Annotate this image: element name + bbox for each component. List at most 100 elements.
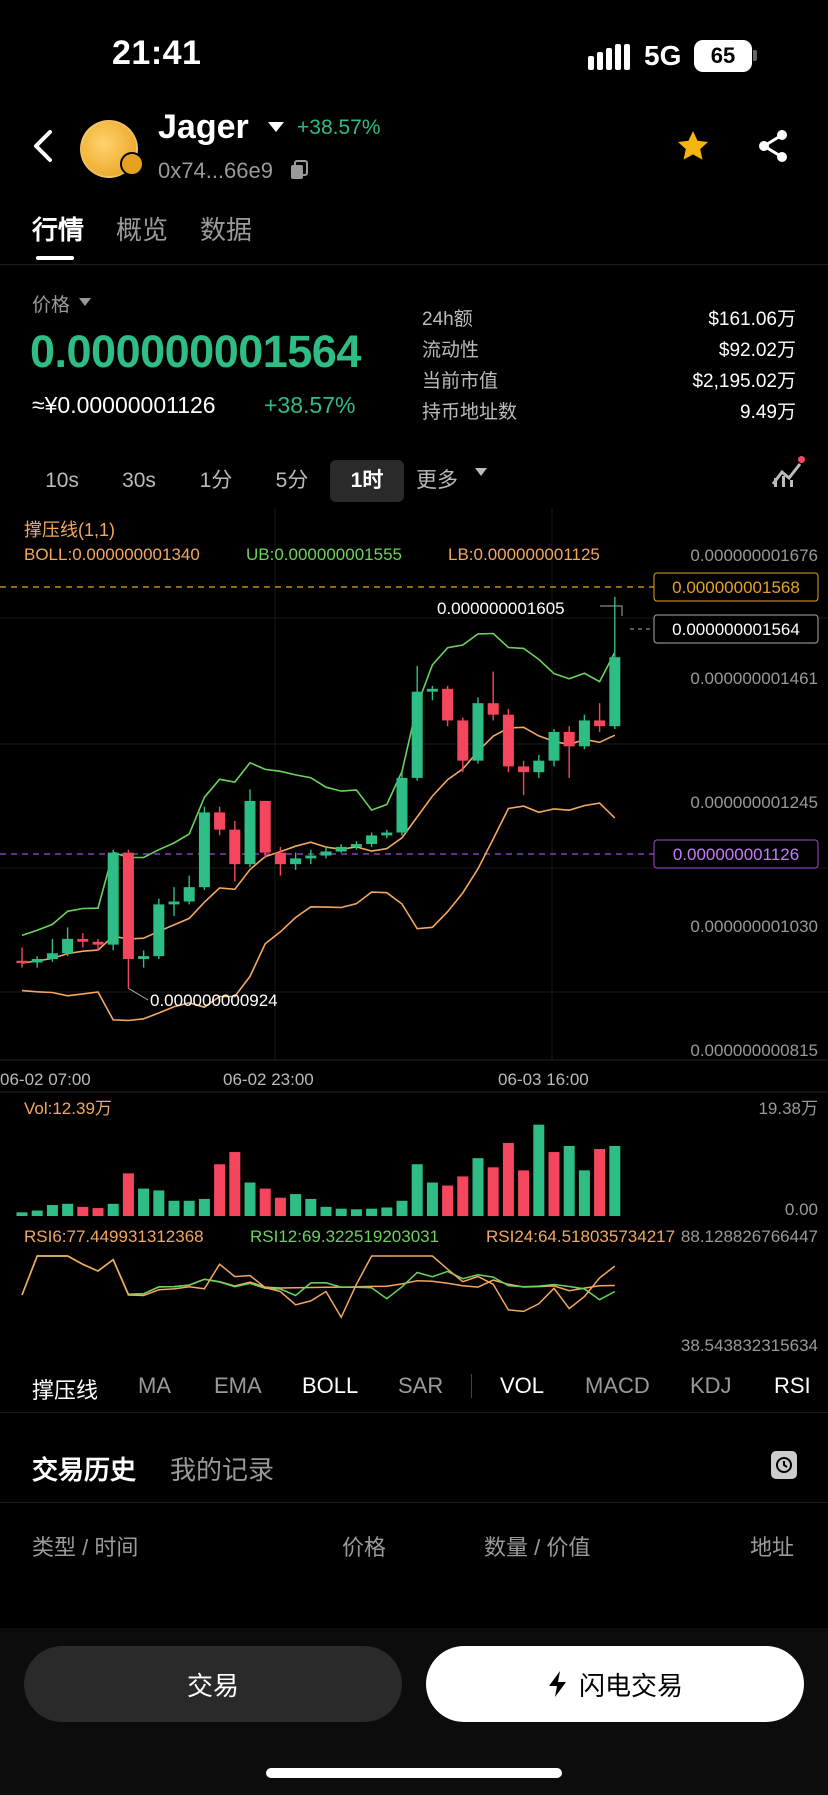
indicator-support[interactable]: 撑压线: [32, 1378, 99, 1403]
volume-bar: [198, 1198, 210, 1216]
candle: [487, 671, 499, 721]
chart-settings-icon[interactable]: [770, 458, 804, 488]
share-icon[interactable]: [756, 128, 790, 164]
price-label[interactable]: 价格: [32, 295, 71, 316]
lb-label: LB:0.000000001125: [448, 545, 600, 564]
candle: [578, 714, 590, 750]
time-axis-tick: 06-02 23:00: [223, 1070, 314, 1089]
trade-button-label: 交易: [186, 1670, 239, 1701]
interval-5m[interactable]: 5分: [275, 469, 309, 492]
indicator-ma[interactable]: MA: [138, 1373, 171, 1398]
indicator-kdj[interactable]: KDJ: [690, 1373, 732, 1398]
stat-value-holders: 9.49万: [740, 402, 796, 423]
current-price-tag: [653, 614, 819, 644]
indicator-sar[interactable]: SAR: [398, 1373, 444, 1398]
trade-button[interactable]: 交易: [24, 1646, 402, 1722]
candle: [138, 950, 150, 968]
candle: [502, 708, 514, 773]
interval-30s[interactable]: 30s: [122, 469, 156, 492]
candle: [563, 726, 575, 778]
volume-bar: [442, 1185, 454, 1216]
tab-trade-history[interactable]: 交易历史: [32, 1455, 137, 1485]
ub-line: [21, 632, 616, 937]
volume-bar: [31, 1210, 43, 1216]
rsi-min-label: 38.543832315634: [681, 1336, 818, 1355]
signal-icon: [588, 44, 630, 70]
indicator-ema[interactable]: EMA: [214, 1373, 262, 1398]
current-price-tag-text: 0.000000001564: [672, 620, 800, 639]
volume-bar: [77, 1206, 89, 1216]
token-name[interactable]: Jager: [158, 108, 249, 146]
price-cny-change: +38.57%: [264, 392, 356, 418]
support-tag: [653, 839, 819, 869]
volume-bar: [381, 1207, 393, 1216]
candle: [244, 789, 256, 868]
candle: [457, 717, 469, 773]
volume-bar: [168, 1200, 180, 1216]
interval-1h[interactable]: 1时: [330, 460, 404, 502]
rsi6-line: [21, 1255, 616, 1319]
home-indicator: [266, 1768, 562, 1778]
indicator-vol[interactable]: VOL: [500, 1373, 545, 1398]
volume-bar: [472, 1158, 484, 1216]
more-caret-icon[interactable]: [475, 468, 487, 476]
candle: [92, 938, 104, 951]
history-filter-icon[interactable]: [770, 1450, 798, 1480]
volume-bar: [16, 1212, 28, 1216]
candle: [168, 887, 180, 916]
indicator-macd[interactable]: MACD: [585, 1373, 650, 1398]
low-price-label: 0.000000000924: [150, 991, 278, 1010]
candle: [77, 933, 89, 948]
favorite-star-icon[interactable]: [674, 128, 712, 164]
back-arrow-icon[interactable]: [28, 126, 60, 166]
candle: [472, 697, 484, 764]
price-main: 0.000000001564: [30, 326, 361, 377]
token-switch-caret-icon[interactable]: [268, 122, 284, 132]
stat-label-holders: 持币地址数: [422, 402, 518, 423]
indicator-boll[interactable]: BOLL: [302, 1373, 359, 1398]
price-axis-tick: 0.000000001461: [690, 669, 818, 688]
high-price-label: 0.000000001605: [437, 599, 565, 618]
candlestick-chart[interactable]: 撑压线(1,1) BOLL:0.000000001340 UB:0.000000…: [0, 508, 828, 1360]
candle: [335, 844, 347, 853]
volume-bar: [411, 1164, 423, 1216]
volume-bar: [563, 1145, 575, 1216]
stat-value-marketcap: $2,195.02万: [692, 371, 796, 392]
token-avatar: [80, 120, 138, 178]
chart-overlays: [0, 586, 654, 1022]
tab-overview[interactable]: 概览: [116, 215, 169, 245]
boll-line: [21, 726, 616, 964]
candle: [183, 875, 195, 905]
chain-badge-icon: [120, 152, 144, 176]
interval-10s[interactable]: 10s: [45, 469, 79, 492]
price-axis-tick: 0.000000000815: [690, 1041, 818, 1060]
interval-more[interactable]: 更多: [416, 469, 458, 492]
volume-bar: [290, 1194, 302, 1216]
time-axis-tick: 06-03 16:00: [498, 1070, 589, 1089]
ub-label: UB:0.000000001555: [246, 545, 402, 564]
volume-bar: [350, 1209, 362, 1216]
flash-trade-button[interactable]: 闪电交易: [426, 1646, 804, 1722]
col-address: 地址: [750, 1535, 795, 1560]
candle: [533, 754, 545, 778]
indicator-rsi[interactable]: RSI: [774, 1373, 811, 1398]
tab-market[interactable]: 行情: [32, 215, 85, 245]
volume-bar: [153, 1190, 165, 1216]
stat-label-marketcap: 当前市值: [422, 371, 499, 392]
candle: [122, 849, 134, 989]
copy-icon[interactable]: [290, 160, 308, 180]
tab-data[interactable]: 数据: [200, 215, 253, 245]
candle: [198, 806, 210, 891]
candle: [229, 821, 241, 882]
price-axis-tick: 0.000000001245: [690, 793, 818, 812]
candle: [259, 800, 271, 859]
volume-bars: [16, 1124, 621, 1216]
tab-my-records[interactable]: 我的记录: [170, 1455, 275, 1485]
price-dropdown-caret-icon[interactable]: [79, 298, 91, 306]
vol-max-label: 19.38万: [758, 1099, 818, 1118]
candle: [274, 846, 286, 876]
stat-value-liquidity: $92.02万: [718, 340, 796, 361]
price-axis-tick: 0.000000001676: [690, 546, 818, 565]
divider: [0, 1412, 828, 1413]
interval-1m[interactable]: 1分: [199, 469, 233, 492]
